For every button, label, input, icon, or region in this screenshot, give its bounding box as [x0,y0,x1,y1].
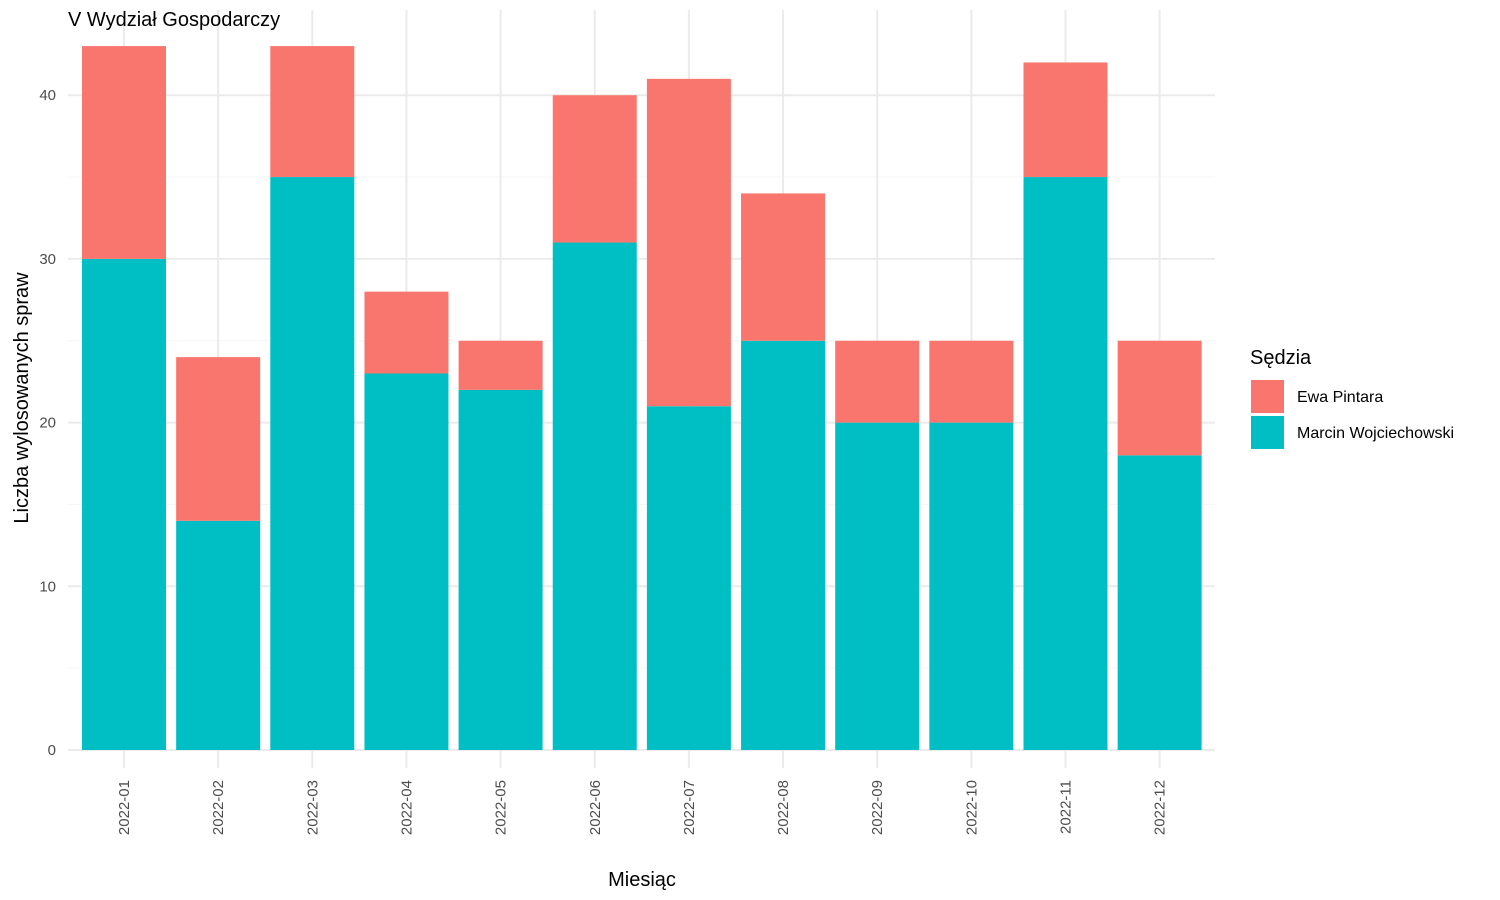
x-tick-label: 2022-05 [493,780,510,835]
y-tick-label: 10 [39,578,56,595]
legend-swatch [1251,416,1284,449]
x-tick-label: 2022-09 [869,780,886,835]
legend-swatch [1251,380,1284,413]
x-tick-label: 2022-03 [304,780,321,835]
y-tick-label: 40 [39,87,56,104]
x-tick-label: 2022-08 [775,780,792,835]
chart-title: V Wydział Gospodarczy [68,9,280,31]
bar-segment [1023,62,1108,178]
bar-segment [176,357,261,521]
bar-segment [82,46,166,259]
legend-title: Sędzia [1250,347,1312,369]
bar-segment [458,389,543,750]
y-tick-label: 20 [39,415,56,432]
y-axis-ticks: 0 10 20 30 40 [39,87,56,759]
bar-segment [646,406,731,750]
legend-label: Marcin Wojciechowski [1297,425,1454,442]
bar-segment [270,46,355,178]
bar-segment [270,177,355,751]
bar-segment [835,422,920,750]
x-tick-label: 2022-06 [587,780,604,835]
bar-segment [741,193,826,341]
y-axis-title: Liczba wylosowanych spraw [11,272,33,524]
x-tick-label: 2022-10 [963,780,980,835]
x-tick-label: 2022-11 [1058,780,1075,834]
bar-segment [364,291,449,374]
bar-segment [646,78,731,407]
x-tick-label: 2022-01 [116,780,133,835]
bar-segment [929,340,1014,423]
bar-segment [835,340,920,423]
bar-segment [741,340,826,750]
x-tick-label: 2022-04 [398,780,415,835]
x-tick-label: 2022-02 [210,780,227,835]
y-tick-label: 0 [48,742,56,759]
x-tick-label: 2022-12 [1152,780,1169,835]
x-tick-label: 2022-07 [681,780,698,835]
bar-segment [1117,455,1202,750]
bar-segment [82,258,166,750]
legend-label: Ewa Pintara [1297,389,1383,406]
bar-segment [552,95,637,243]
bar-segment [458,340,543,390]
y-tick-label: 30 [39,251,56,268]
bar-segment [1117,340,1202,456]
bar-segment [176,520,261,750]
legend: Sędzia Ewa Pintara Marcin Wojciechowski [1250,347,1454,449]
bar-segment [1023,177,1108,751]
x-axis-ticks: 2022-01 2022-02 2022-03 2022-04 2022-05 2022-… [116,780,1169,835]
bar-segment [552,242,637,750]
bars [82,46,1202,751]
bar-segment [929,422,1014,750]
x-axis-title: Miesiąc [608,869,676,891]
bar-segment [364,373,449,750]
